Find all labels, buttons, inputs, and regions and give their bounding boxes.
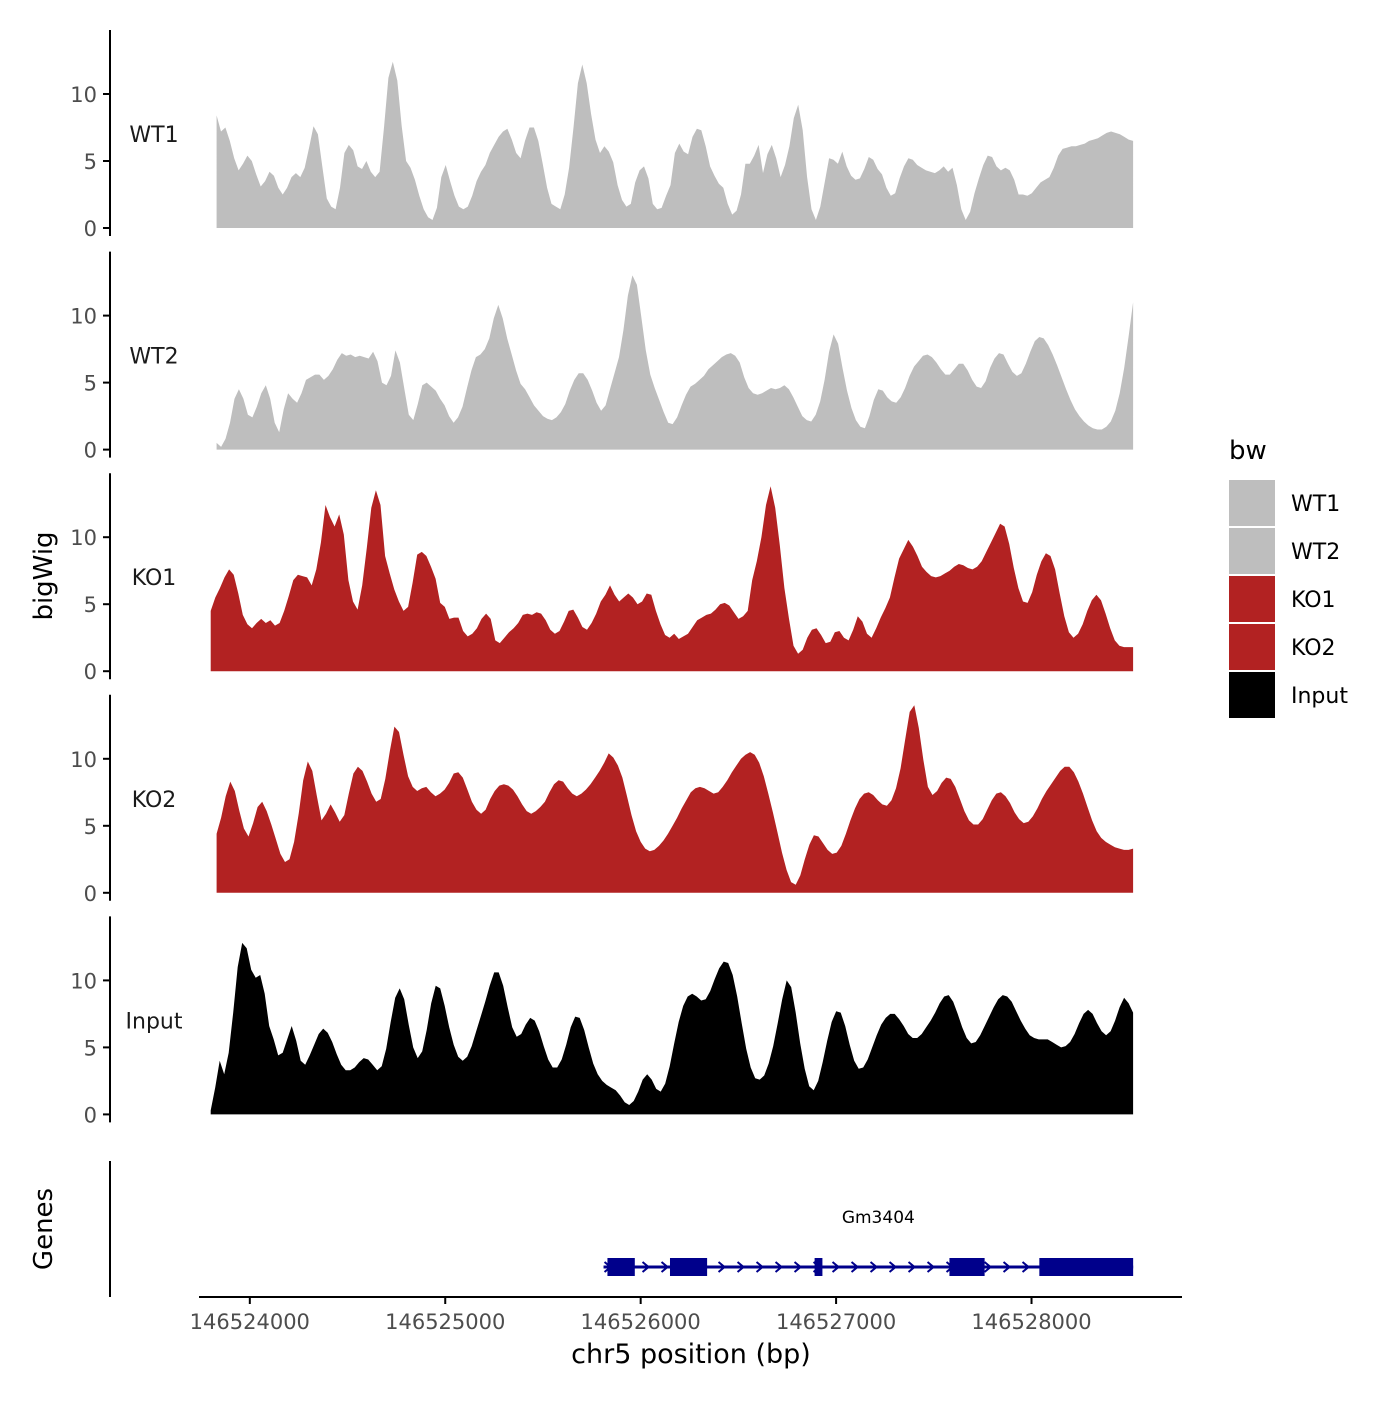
gene-label-gm3404: Gm3404 xyxy=(842,1208,915,1228)
y-tick-label-wt2-0: 0 xyxy=(84,439,97,463)
legend-swatch-wt1 xyxy=(1229,480,1275,526)
y-axis-title: bigWig xyxy=(29,531,59,620)
legend-label-input: Input xyxy=(1291,684,1348,709)
legend: bw WT1 WT2 KO1 KO2 Input xyxy=(1229,436,1348,718)
exon-5 xyxy=(1039,1258,1134,1276)
y-tick-label-input-10: 10 xyxy=(70,969,97,993)
legend-swatch-input xyxy=(1229,672,1275,718)
strand-arrow-icon xyxy=(1021,1261,1031,1273)
y-tick-label-input-5: 5 xyxy=(84,1036,97,1060)
y-tick-label-wt1-0: 0 xyxy=(84,217,97,241)
strand-arrow-icon xyxy=(641,1261,651,1273)
legend-entry-wt2: WT2 xyxy=(1229,528,1340,574)
track-label-ko2: KO2 xyxy=(132,788,177,813)
y-tick-label-ko2-5: 5 xyxy=(84,815,97,839)
legend-entry-wt1: WT1 xyxy=(1229,480,1340,526)
x-tick-label-146528000: 146528000 xyxy=(971,1310,1091,1334)
legend-label-wt2: WT2 xyxy=(1291,540,1340,565)
track-label-input: Input xyxy=(126,1009,183,1034)
track-ko1: 0 5 10 KO1 xyxy=(70,473,1134,684)
exon-4 xyxy=(949,1258,985,1276)
strand-arrow-icon xyxy=(907,1261,917,1273)
area-ko2 xyxy=(216,705,1134,893)
strand-arrow-icon xyxy=(1002,1261,1012,1273)
y-tick-label-ko1-10: 10 xyxy=(70,526,97,550)
track-wt2: 0 5 10 WT2 xyxy=(70,251,1134,463)
strand-arrow-icon xyxy=(774,1261,784,1273)
track-label-wt2: WT2 xyxy=(129,345,178,370)
strand-arrow-icon xyxy=(888,1261,898,1273)
y-tick-label-wt1-5: 5 xyxy=(84,150,97,174)
legend-label-wt1: WT1 xyxy=(1291,492,1340,517)
area-wt1 xyxy=(216,61,1134,228)
genes-track-label: Genes xyxy=(29,1188,59,1270)
strand-arrow-icon xyxy=(831,1261,841,1273)
strand-arrow-icon xyxy=(926,1261,936,1273)
genes-panel: Gm3404 xyxy=(109,1161,1134,1297)
area-input xyxy=(210,942,1134,1115)
y-tick-label-ko2-0: 0 xyxy=(84,882,97,906)
legend-label-ko1: KO1 xyxy=(1291,588,1336,613)
x-tick-label-146526000: 146526000 xyxy=(581,1310,701,1334)
strand-arrow-icon xyxy=(660,1261,670,1273)
y-tick-label-ko1-5: 5 xyxy=(84,593,97,617)
legend-title: bw xyxy=(1229,436,1267,466)
legend-label-ko2: KO2 xyxy=(1291,636,1336,661)
strand-arrow-icon xyxy=(755,1261,765,1273)
exon-3 xyxy=(814,1258,823,1276)
strand-arrow-icon xyxy=(983,1261,993,1273)
legend-swatch-ko2 xyxy=(1229,624,1275,670)
gene-gm3404: Gm3404 xyxy=(603,1208,1134,1276)
legend-entry-input: Input xyxy=(1229,672,1348,718)
y-tick-label-ko2-10: 10 xyxy=(70,748,97,772)
area-wt2 xyxy=(216,275,1134,450)
y-tick-label-wt2-10: 10 xyxy=(70,305,97,329)
y-tick-label-wt1-10: 10 xyxy=(70,83,97,107)
legend-swatch-wt2 xyxy=(1229,528,1275,574)
track-label-wt1: WT1 xyxy=(129,123,178,148)
exon-2 xyxy=(669,1258,708,1276)
strand-arrow-icon xyxy=(869,1261,879,1273)
legend-swatch-ko1 xyxy=(1229,576,1275,622)
legend-entry-ko2: KO2 xyxy=(1229,624,1336,670)
y-tick-label-ko1-0: 0 xyxy=(84,660,97,684)
exon-1 xyxy=(607,1258,635,1276)
x-tick-label-146527000: 146527000 xyxy=(776,1310,896,1334)
track-ko2: 0 5 10 KO2 xyxy=(70,694,1134,906)
strand-arrow-icon xyxy=(717,1261,727,1273)
x-axis-title: chr5 position (bp) xyxy=(571,1339,811,1370)
strand-arrow-icon xyxy=(736,1261,746,1273)
area-ko1 xyxy=(210,486,1134,672)
strand-arrow-icon xyxy=(793,1261,803,1273)
track-input: 0 5 10 Input xyxy=(70,916,1134,1127)
x-tick-label-146525000: 146525000 xyxy=(385,1310,505,1334)
x-axis: 146524000 146525000 146526000 146527000 1465… xyxy=(190,1296,1182,1334)
x-tick-label-146524000: 146524000 xyxy=(190,1310,310,1334)
y-tick-label-wt2-5: 5 xyxy=(84,372,97,396)
y-tick-label-input-0: 0 xyxy=(84,1103,97,1127)
track-panels: 0 5 10 WT1 0 5 10 WT2 0 5 10 KO1 0 5 10 KO2 0 5 10 Input xyxy=(70,30,1134,1127)
track-wt1: 0 5 10 WT1 xyxy=(70,30,1134,241)
strand-arrow-icon xyxy=(850,1261,860,1273)
track-label-ko1: KO1 xyxy=(132,566,177,591)
legend-entry-ko1: KO1 xyxy=(1229,576,1336,622)
